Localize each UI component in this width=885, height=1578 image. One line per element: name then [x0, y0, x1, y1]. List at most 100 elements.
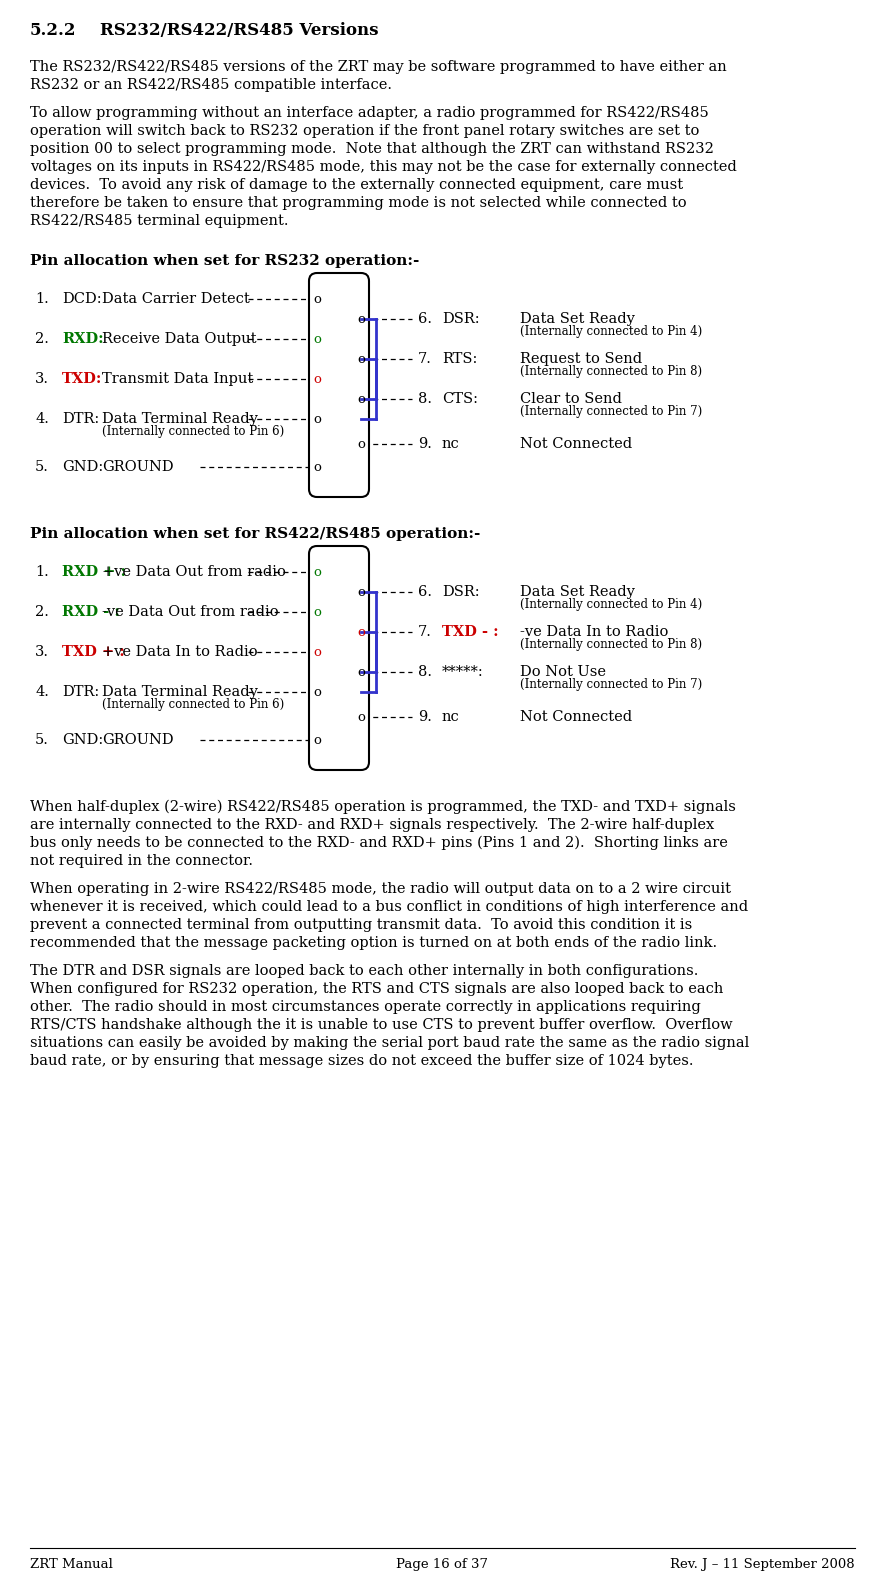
- Text: RXD - :: RXD - :: [62, 604, 119, 619]
- Text: whenever it is received, which could lead to a bus conflict in conditions of hig: whenever it is received, which could lea…: [30, 899, 748, 914]
- Text: DSR:: DSR:: [442, 312, 480, 327]
- Text: (Internally connected to Pin 8): (Internally connected to Pin 8): [520, 638, 702, 652]
- Text: devices.  To avoid any risk of damage to the externally connected equipment, car: devices. To avoid any risk of damage to …: [30, 178, 683, 193]
- Text: (Internally connected to Pin 7): (Internally connected to Pin 7): [520, 406, 703, 418]
- Text: 1.: 1.: [35, 292, 49, 306]
- Text: Not Connected: Not Connected: [520, 437, 632, 451]
- Text: recommended that the message packeting option is turned on at both ends of the r: recommended that the message packeting o…: [30, 936, 717, 950]
- FancyBboxPatch shape: [309, 546, 369, 770]
- Text: o: o: [313, 645, 321, 658]
- Text: o: o: [357, 393, 365, 406]
- Text: (Internally connected to Pin 4): (Internally connected to Pin 4): [520, 598, 703, 611]
- Text: DSR:: DSR:: [442, 585, 480, 600]
- Text: are internally connected to the RXD- and RXD+ signals respectively.  The 2-wire : are internally connected to the RXD- and…: [30, 817, 714, 832]
- Text: 5.2.2: 5.2.2: [30, 22, 76, 39]
- Text: +ve Data Out from radio: +ve Data Out from radio: [102, 565, 286, 579]
- Text: Transmit Data Input: Transmit Data Input: [102, 372, 253, 387]
- Text: Pin allocation when set for RS422/RS485 operation:-: Pin allocation when set for RS422/RS485 …: [30, 527, 481, 541]
- Text: RS232 or an RS422/RS485 compatible interface.: RS232 or an RS422/RS485 compatible inter…: [30, 77, 392, 92]
- Text: o: o: [313, 606, 321, 619]
- Text: 7.: 7.: [418, 625, 432, 639]
- Text: prevent a connected terminal from outputting transmit data.  To avoid this condi: prevent a connected terminal from output…: [30, 918, 692, 933]
- Text: o: o: [313, 372, 321, 385]
- Text: DTR:: DTR:: [62, 685, 99, 699]
- Text: RS232/RS422/RS485 Versions: RS232/RS422/RS485 Versions: [100, 22, 379, 39]
- Text: +ve Data In to Radio: +ve Data In to Radio: [102, 645, 258, 660]
- Text: RTS/CTS handshake although the it is unable to use CTS to prevent buffer overflo: RTS/CTS handshake although the it is una…: [30, 1018, 733, 1032]
- Text: o: o: [313, 565, 321, 579]
- Text: *****:: *****:: [442, 664, 484, 679]
- Text: -ve Data In to Radio: -ve Data In to Radio: [520, 625, 668, 639]
- Text: bus only needs to be connected to the RXD- and RXD+ pins (Pins 1 and 2).  Shorti: bus only needs to be connected to the RX…: [30, 836, 727, 851]
- Text: 1.: 1.: [35, 565, 49, 579]
- Text: GROUND: GROUND: [102, 734, 173, 746]
- Text: position 00 to select programming mode.  Note that although the ZRT can withstan: position 00 to select programming mode. …: [30, 142, 714, 156]
- Text: Data Terminal Ready: Data Terminal Ready: [102, 412, 258, 426]
- Text: o: o: [357, 437, 365, 450]
- Text: therefore be taken to ensure that programming mode is not selected while connect: therefore be taken to ensure that progra…: [30, 196, 687, 210]
- Text: o: o: [313, 412, 321, 426]
- Text: 9.: 9.: [418, 710, 432, 724]
- Text: 3.: 3.: [35, 372, 49, 387]
- Text: RXD:: RXD:: [62, 331, 104, 346]
- Text: 5.: 5.: [35, 461, 49, 473]
- Text: o: o: [357, 666, 365, 679]
- Text: Data Set Ready: Data Set Ready: [520, 312, 635, 327]
- Text: RTS:: RTS:: [442, 352, 477, 366]
- Text: o: o: [357, 585, 365, 598]
- Text: ZRT Manual: ZRT Manual: [30, 1557, 113, 1572]
- Text: Rev. J – 11 September 2008: Rev. J – 11 September 2008: [670, 1557, 855, 1572]
- Text: nc: nc: [442, 437, 459, 451]
- Text: o: o: [313, 461, 321, 473]
- Text: When half-duplex (2-wire) RS422/RS485 operation is programmed, the TXD- and TXD+: When half-duplex (2-wire) RS422/RS485 op…: [30, 800, 735, 814]
- Text: When configured for RS232 operation, the RTS and CTS signals are also looped bac: When configured for RS232 operation, the…: [30, 982, 723, 996]
- FancyBboxPatch shape: [309, 273, 369, 497]
- Text: Receive Data Output: Receive Data Output: [102, 331, 257, 346]
- Text: (Internally connected to Pin 4): (Internally connected to Pin 4): [520, 325, 703, 338]
- Text: o: o: [313, 292, 321, 306]
- Text: Pin allocation when set for RS232 operation:-: Pin allocation when set for RS232 operat…: [30, 254, 419, 268]
- Text: Page 16 of 37: Page 16 of 37: [396, 1557, 488, 1572]
- Text: nc: nc: [442, 710, 459, 724]
- Text: 6.: 6.: [418, 312, 432, 327]
- Text: (Internally connected to Pin 7): (Internally connected to Pin 7): [520, 679, 703, 691]
- Text: 3.: 3.: [35, 645, 49, 660]
- Text: TXD + :: TXD + :: [62, 645, 125, 660]
- Text: Data Terminal Ready: Data Terminal Ready: [102, 685, 258, 699]
- Text: 4.: 4.: [35, 412, 49, 426]
- Text: DTR:: DTR:: [62, 412, 99, 426]
- Text: RS422/RS485 terminal equipment.: RS422/RS485 terminal equipment.: [30, 215, 289, 227]
- Text: -ve Data Out from radio: -ve Data Out from radio: [102, 604, 279, 619]
- Text: 9.: 9.: [418, 437, 432, 451]
- Text: RXD + :: RXD + :: [62, 565, 126, 579]
- Text: o: o: [357, 710, 365, 723]
- Text: 2.: 2.: [35, 331, 49, 346]
- Text: voltages on its inputs in RS422/RS485 mode, this may not be the case for externa: voltages on its inputs in RS422/RS485 mo…: [30, 159, 736, 174]
- Text: The DTR and DSR signals are looped back to each other internally in both configu: The DTR and DSR signals are looped back …: [30, 964, 698, 978]
- Text: not required in the connector.: not required in the connector.: [30, 854, 253, 868]
- Text: (Internally connected to Pin 8): (Internally connected to Pin 8): [520, 365, 702, 379]
- Text: CTS:: CTS:: [442, 391, 478, 406]
- Text: 5.: 5.: [35, 734, 49, 746]
- Text: Do Not Use: Do Not Use: [520, 664, 606, 679]
- Text: 8.: 8.: [418, 664, 432, 679]
- Text: (Internally connected to Pin 6): (Internally connected to Pin 6): [102, 424, 284, 439]
- Text: Request to Send: Request to Send: [520, 352, 643, 366]
- Text: TXD:: TXD:: [62, 372, 103, 387]
- Text: baud rate, or by ensuring that message sizes do not exceed the buffer size of 10: baud rate, or by ensuring that message s…: [30, 1054, 694, 1068]
- Text: Data Carrier Detect: Data Carrier Detect: [102, 292, 250, 306]
- Text: 2.: 2.: [35, 604, 49, 619]
- Text: o: o: [357, 312, 365, 325]
- Text: Not Connected: Not Connected: [520, 710, 632, 724]
- Text: (Internally connected to Pin 6): (Internally connected to Pin 6): [102, 697, 284, 712]
- Text: o: o: [357, 625, 365, 639]
- Text: operation will switch back to RS232 operation if the front panel rotary switches: operation will switch back to RS232 oper…: [30, 125, 699, 137]
- Text: To allow programming without an interface adapter, a radio programmed for RS422/: To allow programming without an interfac…: [30, 106, 709, 120]
- Text: The RS232/RS422/RS485 versions of the ZRT may be software programmed to have eit: The RS232/RS422/RS485 versions of the ZR…: [30, 60, 727, 74]
- Text: o: o: [313, 685, 321, 699]
- Text: o: o: [357, 352, 365, 366]
- Text: Clear to Send: Clear to Send: [520, 391, 622, 406]
- Text: o: o: [313, 333, 321, 346]
- Text: GND:: GND:: [62, 734, 104, 746]
- Text: GROUND: GROUND: [102, 461, 173, 473]
